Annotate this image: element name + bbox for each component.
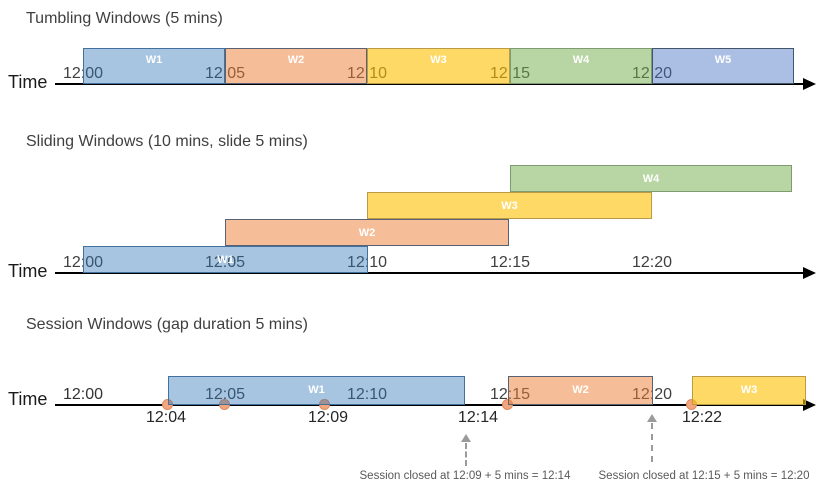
session-close-arrow-stem — [651, 423, 653, 462]
axis-arrow-icon — [803, 78, 816, 90]
axis-arrow-icon — [803, 399, 816, 411]
session-window-w2: W2 — [508, 376, 653, 405]
event-time-label: 12:14 — [457, 409, 499, 426]
tumbling-window-w2: W2 — [225, 48, 367, 84]
session-window-w3: W3 — [692, 376, 806, 405]
event-time-label: 12:22 — [681, 409, 723, 426]
tumbling-window-w5: W5 — [652, 48, 794, 84]
tick-label: 12:00 — [62, 65, 104, 82]
time-axis-label: Time — [8, 261, 48, 281]
event-dot — [502, 399, 513, 410]
window-label: W1 — [145, 54, 163, 66]
event-time-label: 12:09 — [307, 409, 349, 426]
sliding-window-w2: W2 — [225, 219, 509, 246]
session-close-arrow-icon — [461, 434, 471, 442]
session-window-w1: W1 — [168, 376, 465, 405]
window-label: W1 — [217, 253, 234, 266]
window-label: W3 — [501, 199, 518, 212]
tick-label: 12:15 — [489, 65, 531, 82]
section-title: Tumbling Windows (5 mins) — [26, 10, 223, 27]
tick-label: 12:05 — [204, 254, 246, 271]
window-label: W3 — [740, 384, 758, 396]
event-dot — [686, 399, 697, 410]
tick-label: 12:00 — [62, 386, 104, 403]
session-close-annotation: Session closed at 12:09 + 5 mins = 12:14 — [359, 470, 571, 482]
tumbling-window-w3: W3 — [367, 48, 510, 84]
tick-label: 12:15 — [489, 254, 531, 271]
tick-label: 12:05 — [204, 386, 246, 403]
sliding-window-w1: W1 — [83, 246, 368, 273]
window-label: W4 — [572, 54, 590, 66]
tick-label: 12:00 — [62, 254, 104, 271]
tumbling-window-w4: W4 — [510, 48, 652, 84]
window-label: W2 — [358, 226, 376, 239]
window-label: W4 — [642, 172, 660, 185]
window-label: W2 — [572, 384, 589, 396]
event-dot — [219, 399, 230, 410]
time-axis — [55, 83, 805, 85]
sliding-window-w4: W4 — [510, 165, 792, 192]
section-title: Session Windows (gap duration 5 mins) — [26, 316, 308, 333]
window-label: W5 — [714, 54, 732, 66]
session-close-arrow-stem — [465, 443, 467, 466]
time-axis — [55, 404, 805, 406]
event-dot — [162, 399, 173, 410]
tick-label: 12:20 — [631, 254, 673, 271]
tick-label: 12:15 — [489, 386, 531, 403]
section-title: Sliding Windows (10 mins, slide 5 mins) — [26, 133, 308, 150]
tick-label: 12:10 — [346, 254, 388, 271]
window-label: W2 — [287, 54, 305, 66]
session-close-annotation: Session closed at 12:15 + 5 mins = 12:20 — [598, 470, 810, 482]
tick-label: 12:10 — [346, 386, 388, 403]
sliding-window-w3: W3 — [367, 192, 652, 219]
session-close-arrow-icon — [647, 414, 657, 422]
tick-label: 12:20 — [631, 386, 673, 403]
time-axis — [55, 272, 805, 274]
tumbling-window-w1: W1 — [83, 48, 225, 84]
window-label: W3 — [430, 54, 447, 66]
time-axis-label: Time — [8, 389, 48, 409]
tick-label: 12:05 — [204, 65, 246, 82]
tick-label: 12:10 — [346, 65, 388, 82]
tick-label: 12:20 — [631, 65, 673, 82]
time-axis-label: Time — [8, 72, 48, 92]
window-label: W1 — [308, 384, 325, 396]
axis-arrow-icon — [803, 267, 816, 279]
event-dot — [319, 399, 330, 410]
event-time-label: 12:04 — [145, 409, 187, 426]
